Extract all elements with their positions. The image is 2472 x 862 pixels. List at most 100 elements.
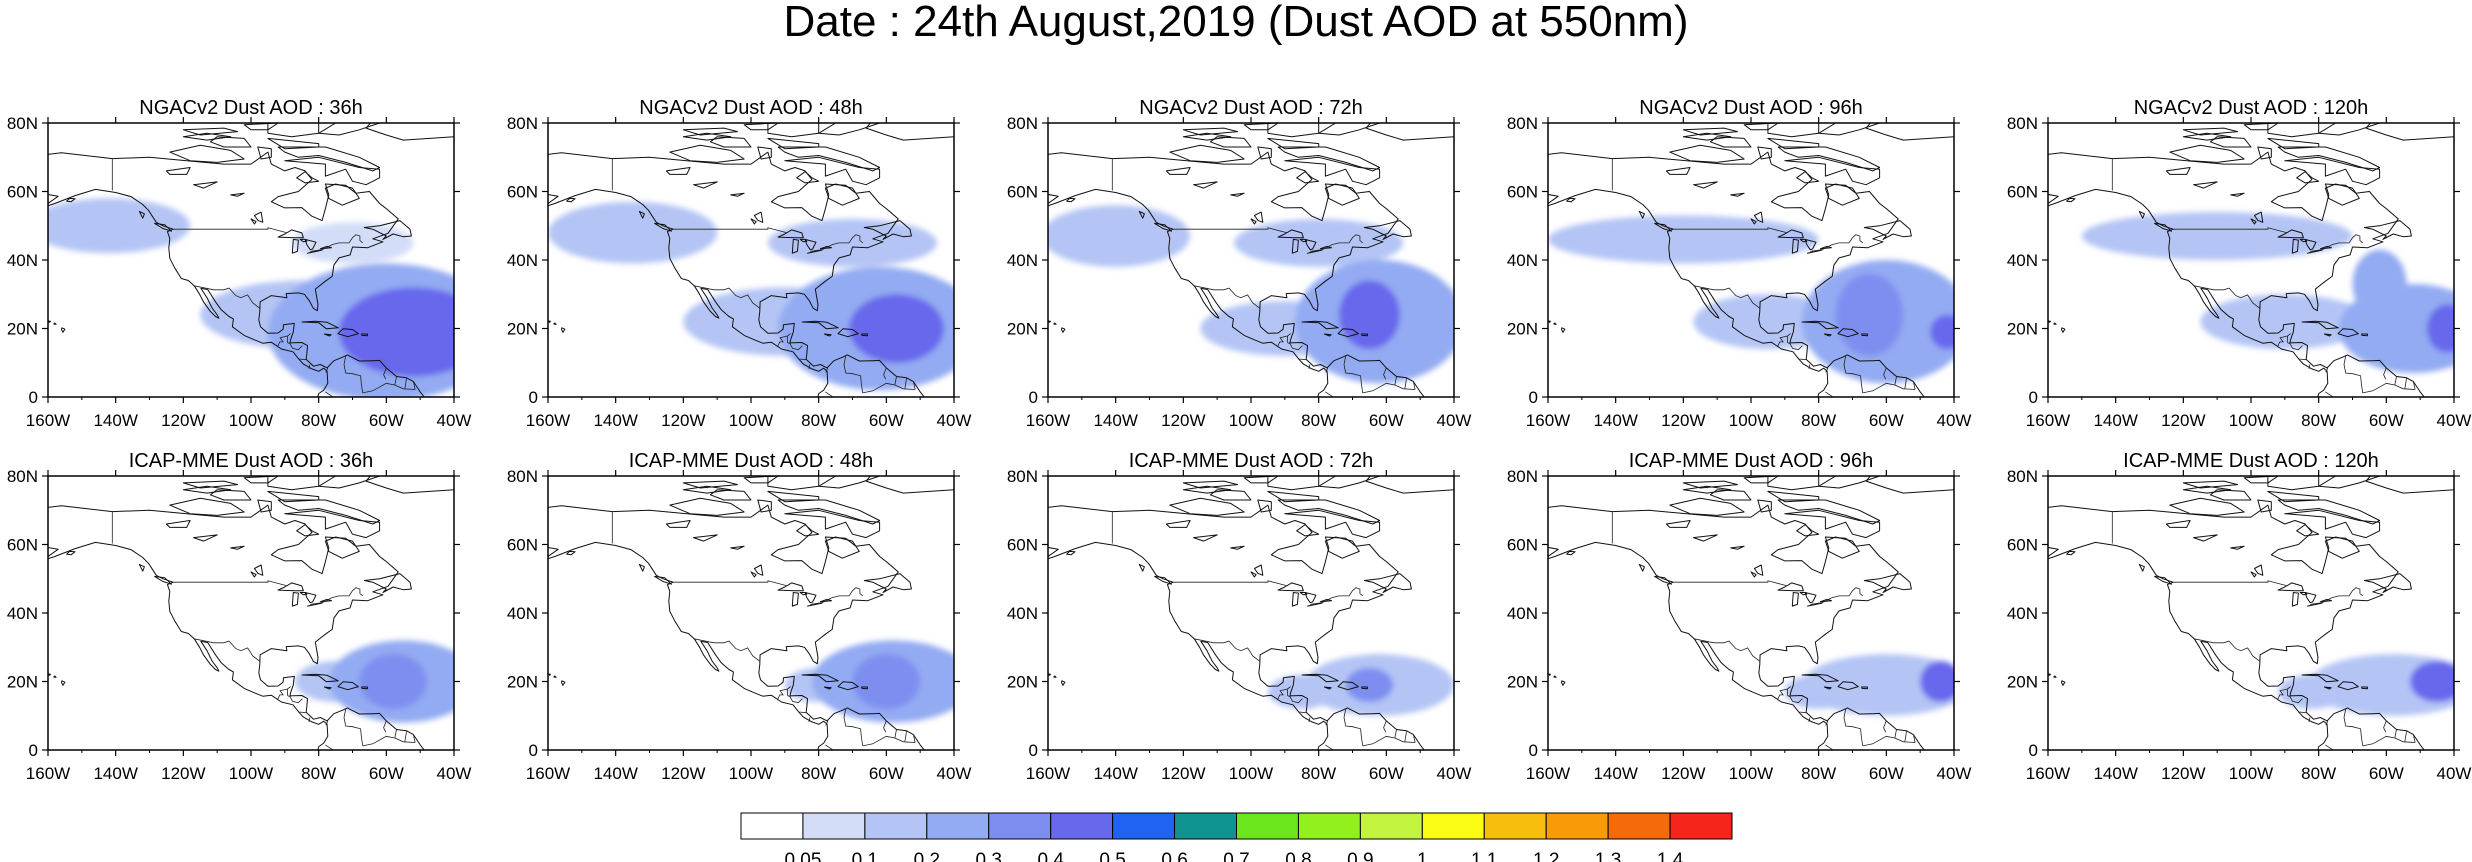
island-outline [865, 123, 954, 141]
country-border [787, 342, 803, 351]
island-outline [138, 210, 145, 219]
map-panel: NGACv2 Dust AOD : 48h 160W 140W 120W 100W 80W… [507, 97, 972, 430]
country-border [1394, 729, 1397, 739]
lat-tick-label: 20N [507, 673, 538, 692]
colorbar-swatch [1236, 812, 1299, 840]
lake-outline [1193, 534, 1218, 542]
island-outline [823, 333, 832, 337]
island-outline [257, 146, 272, 160]
map-panel: ICAP-MME Dust AOD : 120h 160W 140W 120W 100W… [2007, 450, 2472, 783]
island-outline [277, 146, 381, 172]
country-border [1383, 367, 1387, 380]
lake-outline [1307, 249, 1323, 254]
map-panel: NGACv2 Dust AOD : 72h 160W 140W 120W 100W 80W… [1007, 97, 1472, 430]
borders [611, 511, 916, 750]
island-outline [824, 183, 860, 206]
island-outline [2243, 476, 2279, 484]
lon-tick-label: 140W [2093, 411, 2137, 430]
island-outline [2048, 320, 2051, 323]
country-border [894, 376, 897, 386]
island-outline [301, 320, 339, 330]
country-border [325, 391, 353, 397]
dust-plume [1835, 273, 1904, 356]
island-outline [324, 183, 360, 206]
island-outline [1799, 592, 1808, 596]
island-outline [1169, 144, 1245, 163]
dust-field [1548, 215, 1954, 384]
lake-outline [2250, 571, 2257, 578]
island-outline [1777, 146, 1881, 172]
lon-tick-label: 80W [2301, 411, 2336, 430]
country-border [862, 735, 916, 747]
island-outline [209, 136, 252, 148]
colorbar-swatch [1050, 812, 1114, 840]
island-outline [2361, 686, 2368, 690]
island-outline [2365, 123, 2454, 141]
island-outline [2257, 146, 2272, 160]
island-outline [837, 328, 859, 338]
island-outline [53, 675, 57, 678]
lat-tick-label: 80N [507, 114, 538, 133]
island-outline [182, 127, 238, 136]
country-border [1277, 333, 1291, 348]
island-outline [154, 222, 172, 232]
lake-outline [307, 249, 323, 254]
lake-outline [304, 238, 317, 251]
lon-tick-label: 120W [661, 411, 705, 430]
lon-tick-label: 120W [661, 764, 705, 783]
dust-plume [1920, 660, 1954, 703]
colorbar-label: 0.4 [1037, 850, 1064, 862]
lake-outline [1319, 245, 1332, 250]
island-outline [1777, 499, 1881, 525]
coastline [1548, 151, 1954, 397]
country-border [1883, 367, 1887, 380]
colorbar-swatch [1297, 812, 1361, 840]
lake-outline [2253, 211, 2264, 223]
lake-outline [1693, 534, 1718, 542]
country-border [1894, 376, 1897, 386]
lake-outline [1777, 229, 1804, 239]
lon-tick-label: 120W [2161, 411, 2205, 430]
island-outline [296, 524, 320, 537]
island-outline [638, 210, 645, 219]
island-outline [66, 197, 76, 203]
island-outline [1154, 222, 1172, 232]
lat-tick-label: 60N [507, 536, 538, 555]
lake-outline [1307, 602, 1323, 607]
country-border [843, 708, 864, 746]
island-outline [1324, 183, 1360, 206]
lon-tick-label: 100W [1729, 411, 1773, 430]
lat-tick-label: 0 [529, 388, 538, 407]
lake-outline [2253, 564, 2264, 576]
lake-outline [230, 192, 245, 197]
lat-tick-label: 80N [1007, 114, 1038, 133]
island-outline [2323, 333, 2332, 337]
lake-outline [253, 564, 264, 576]
lon-tick-label: 140W [593, 764, 637, 783]
island-outline [1243, 123, 1279, 131]
island-outline [801, 673, 839, 683]
coastlines [48, 476, 454, 750]
lake-outline [753, 564, 764, 576]
country-border [2308, 717, 2311, 722]
lake-outline [819, 245, 832, 250]
lat-tick-label: 40N [7, 604, 38, 623]
lake-outline [665, 520, 691, 528]
country-border [2394, 729, 2397, 739]
island-outline [1267, 137, 1320, 150]
country-border [2299, 358, 2307, 361]
borders [1611, 511, 1916, 750]
island-outline [1796, 171, 1820, 184]
country-border [1913, 381, 1916, 390]
country-border [883, 367, 887, 380]
island-outline [1709, 136, 1752, 148]
country-border [1325, 391, 1353, 397]
colorbar-swatch [1545, 812, 1609, 840]
lon-tick-label: 100W [229, 411, 273, 430]
island-outline [709, 136, 752, 148]
lat-tick-label: 60N [1007, 183, 1038, 202]
lon-tick-label: 100W [2229, 411, 2273, 430]
panel-title: NGACv2 Dust AOD : 72h [1139, 97, 1362, 119]
island-outline [324, 536, 360, 559]
